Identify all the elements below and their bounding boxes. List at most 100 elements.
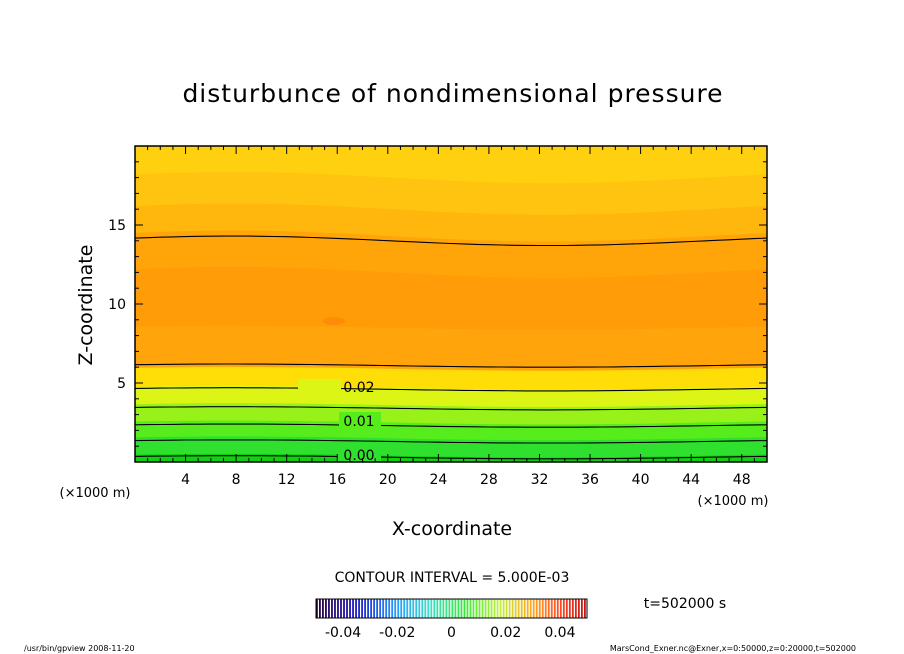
colorbar-stripe [526,599,529,618]
colorbar-stripe [529,599,532,618]
contour-label-0.00: 0.00 [343,448,374,464]
contour-line [134,235,768,247]
colorbar-stripe [484,599,487,618]
x-tick-label: 16 [328,472,346,488]
contour-line [134,423,768,428]
colorbar-stripe [328,599,330,618]
colorbar-stripe [556,599,559,618]
colorbar-stripe [481,599,484,618]
footer-right: MarsCond_Exner.nc@Exner,x=0:50000,z=0:20… [610,644,856,653]
colorbar-stripe [469,599,472,618]
colorbar-stripe [343,599,345,618]
colorbar-stripe [532,599,535,618]
contour-label-bg [337,446,381,461]
colorbar-stripe [541,599,544,618]
x-axis-label: X-coordinate [392,518,512,540]
x-tick-label: 12 [278,472,296,488]
colorbar-stripe [451,599,454,618]
colorbar-stripe [457,599,460,618]
colorbar-stripe [427,599,430,618]
x-tick-label: 4 [181,472,190,488]
colorbar [316,599,586,618]
colorbar-stripe [403,599,406,618]
y-axis-label: Z-coordinate [75,245,97,366]
colorbar-stripe [463,599,466,618]
colorbar-stripe [580,599,583,618]
colorbar-stripe [370,599,373,618]
colorbar-stripe [583,599,586,618]
colorbar-stripe [478,599,481,618]
contour-line [134,387,768,392]
colorbar-stripe [487,599,490,618]
colorbar-stripe [382,599,385,618]
contour-label-0.02: 0.02 [343,380,374,396]
x-axis-unit: (×1000 m) [698,494,769,509]
colorbar-stripe [445,599,448,618]
colorbar-stripe [454,599,457,618]
colorbar-stripe [535,599,538,618]
time-label: t=502000 s [644,596,726,612]
colorbar-stripe [418,599,421,618]
colorbar-stripe [316,599,318,618]
color-bands [135,146,767,462]
x-tick-label: 8 [232,472,241,488]
x-tick-label: 20 [379,472,397,488]
colorbar-stripe [547,599,550,618]
colorbar-stripe [406,599,409,618]
colorbar-stripe [391,599,394,618]
colorbar-stripe [472,599,475,618]
colorbar-stripe [433,599,436,618]
colorbar-stripe [505,599,508,618]
x-tick-label: 36 [581,472,599,488]
contour-label-bg [298,379,341,396]
contour-line [134,439,768,444]
colorbar-stripe [397,599,400,618]
x-tick-label: 44 [682,472,700,488]
contour-label-0.01: 0.01 [343,414,374,430]
colorbar-stripe [379,599,382,618]
contour-line [134,363,768,368]
colorbar-stripe [568,599,571,618]
colorbar-stripe [517,599,520,618]
y-axis-unit: (×1000 m) [60,486,131,501]
colorbar-stripe [373,599,376,618]
plot-area: 0.02 0.01 0.00 [134,145,768,464]
x-tick-label: 32 [531,472,549,488]
colorbar-tick-label: 0.04 [544,625,575,641]
colorbar-stripe [409,599,412,618]
colorbar-stripe [325,599,327,618]
colorbar-stripe [358,599,360,618]
colorbar-stripe [538,599,541,618]
colorbar-stripe [565,599,568,618]
y-axis-ticks: 5 10 15 [108,161,767,447]
colorbar-stripe [502,599,505,618]
x-axis-ticks: 4 8 12 16 20 24 28 32 36 40 44 48 [147,146,755,488]
contour-interval-text: CONTOUR INTERVAL = 5.000E-03 [335,570,570,586]
colorbar-stripe [577,599,580,618]
colorbar-stripe [334,599,336,618]
colorbar-stripe [388,599,391,618]
colorbar-frame [315,598,588,619]
colorbar-tick-label: -0.04 [325,625,361,641]
colorbar-stripe [394,599,397,618]
colorbar-stripe [352,599,354,618]
colorbar-stripe [493,599,496,618]
colorbar-stripe [349,599,351,618]
x-tick-label: 40 [632,472,650,488]
colorbar-stripe [385,599,388,618]
y-tick-label: 5 [117,376,126,392]
colorbar-tick-label: 0 [447,625,456,641]
colorbar-stripe [460,599,463,618]
colorbar-stripe [421,599,424,618]
colorbar-stripe [496,599,499,618]
colorbar-stripe [559,599,562,618]
colorbar-tick-label: 0.02 [490,625,521,641]
colorbar-stripe [466,599,469,618]
colorbar-stripe [361,599,363,618]
colorbar-stripe [439,599,442,618]
y-tick-label: 10 [108,297,126,313]
colorbar-stripe [430,599,433,618]
colorbar-stripe [508,599,511,618]
colorbar-stripe [367,599,369,618]
